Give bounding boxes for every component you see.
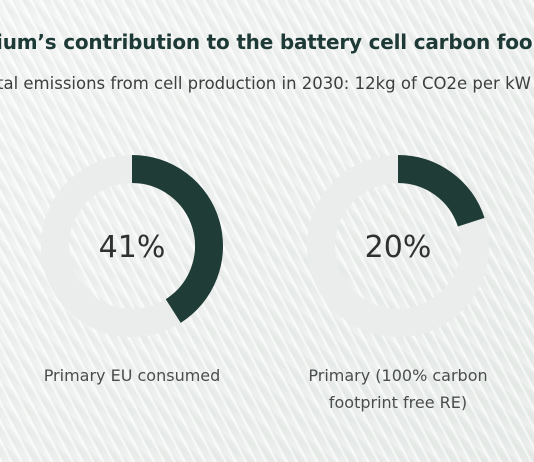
donut-chart-1: 41% xyxy=(41,155,223,337)
donut-2-value: 20% xyxy=(365,230,432,265)
chart-subtitle: tal emissions from cell production in 20… xyxy=(0,74,531,93)
donut-1-label: Primary EU consumed xyxy=(43,366,221,385)
donut-2-arc xyxy=(397,155,485,228)
donut-1-value: 41% xyxy=(99,230,166,265)
chart-title: nium’s contribution to the battery cell … xyxy=(0,30,533,54)
donut-1-arc xyxy=(131,155,223,323)
donut-chart-2: 20% xyxy=(307,155,489,337)
donut-2-label: Primary (100% carbon footprint free RE) xyxy=(308,366,488,412)
